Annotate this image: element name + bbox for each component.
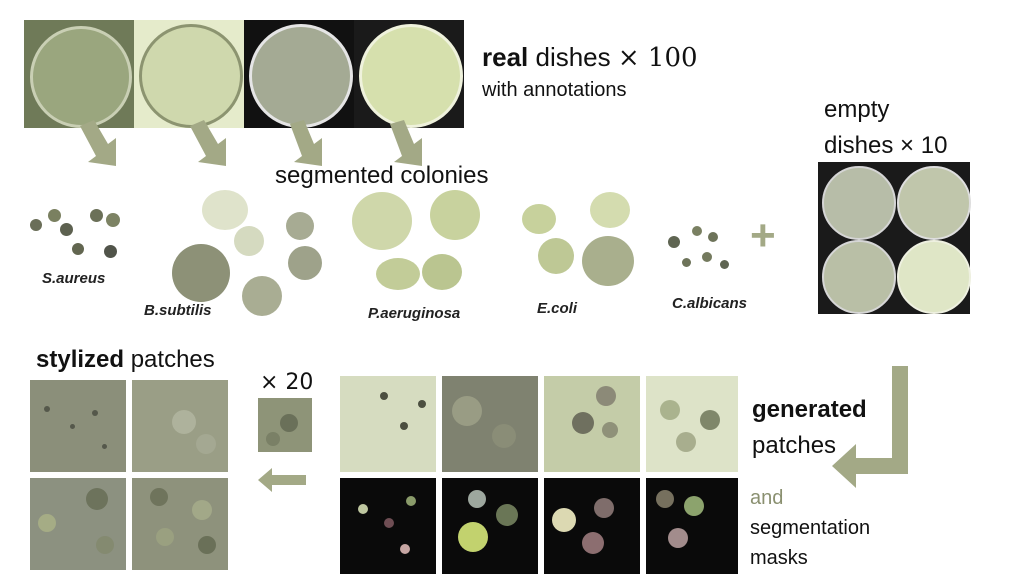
generated-title: generated	[752, 396, 867, 423]
segmentation-label: segmentation	[750, 517, 871, 539]
colonies-b-subtilis	[168, 190, 328, 320]
arrow-left-icon	[258, 468, 306, 492]
empty-dishes-line2: dishes × 10	[824, 132, 948, 159]
real-dish-2	[134, 20, 244, 128]
colonies-c-albicans	[668, 222, 748, 282]
segmented-colonies-title: segmented colonies	[275, 162, 489, 189]
real-dish-4	[354, 20, 464, 128]
colonies-e-coli	[520, 192, 640, 292]
real-dishes-title: real dishes × 100	[482, 42, 698, 73]
colonies-s-aureus	[28, 205, 128, 265]
generated-patches-grid	[340, 376, 738, 576]
stylized-patches-title: stylized patches	[36, 346, 215, 373]
real-dish-1	[24, 20, 134, 128]
empty-dishes-grid	[818, 162, 971, 314]
real-dishes-subtitle: with annotations	[482, 79, 627, 101]
label-p-aeruginosa: P.aeruginosa	[368, 305, 461, 322]
label-b-subtilis: B.subtilis	[144, 302, 212, 319]
style-sample-tile	[258, 398, 312, 452]
colonies-p-aeruginosa	[348, 190, 488, 300]
label-e-coli: E.coli	[537, 300, 578, 317]
label-s-aureus: S.aureus	[42, 270, 106, 287]
arrows-down	[80, 120, 422, 166]
real-dishes-strip	[24, 20, 464, 128]
plus-icon: +	[750, 211, 776, 260]
real-dish-3	[244, 20, 354, 128]
label-c-albicans: C.albicans	[672, 295, 748, 312]
stylized-patches-grid	[30, 380, 250, 572]
arrow-corner-icon	[832, 366, 908, 488]
masks-label: masks	[750, 547, 808, 569]
generated-subtitle: patches	[752, 432, 837, 459]
and-label: and	[750, 487, 784, 509]
stylized-count: × 20	[260, 370, 314, 395]
empty-dishes-line1: empty	[824, 96, 890, 123]
